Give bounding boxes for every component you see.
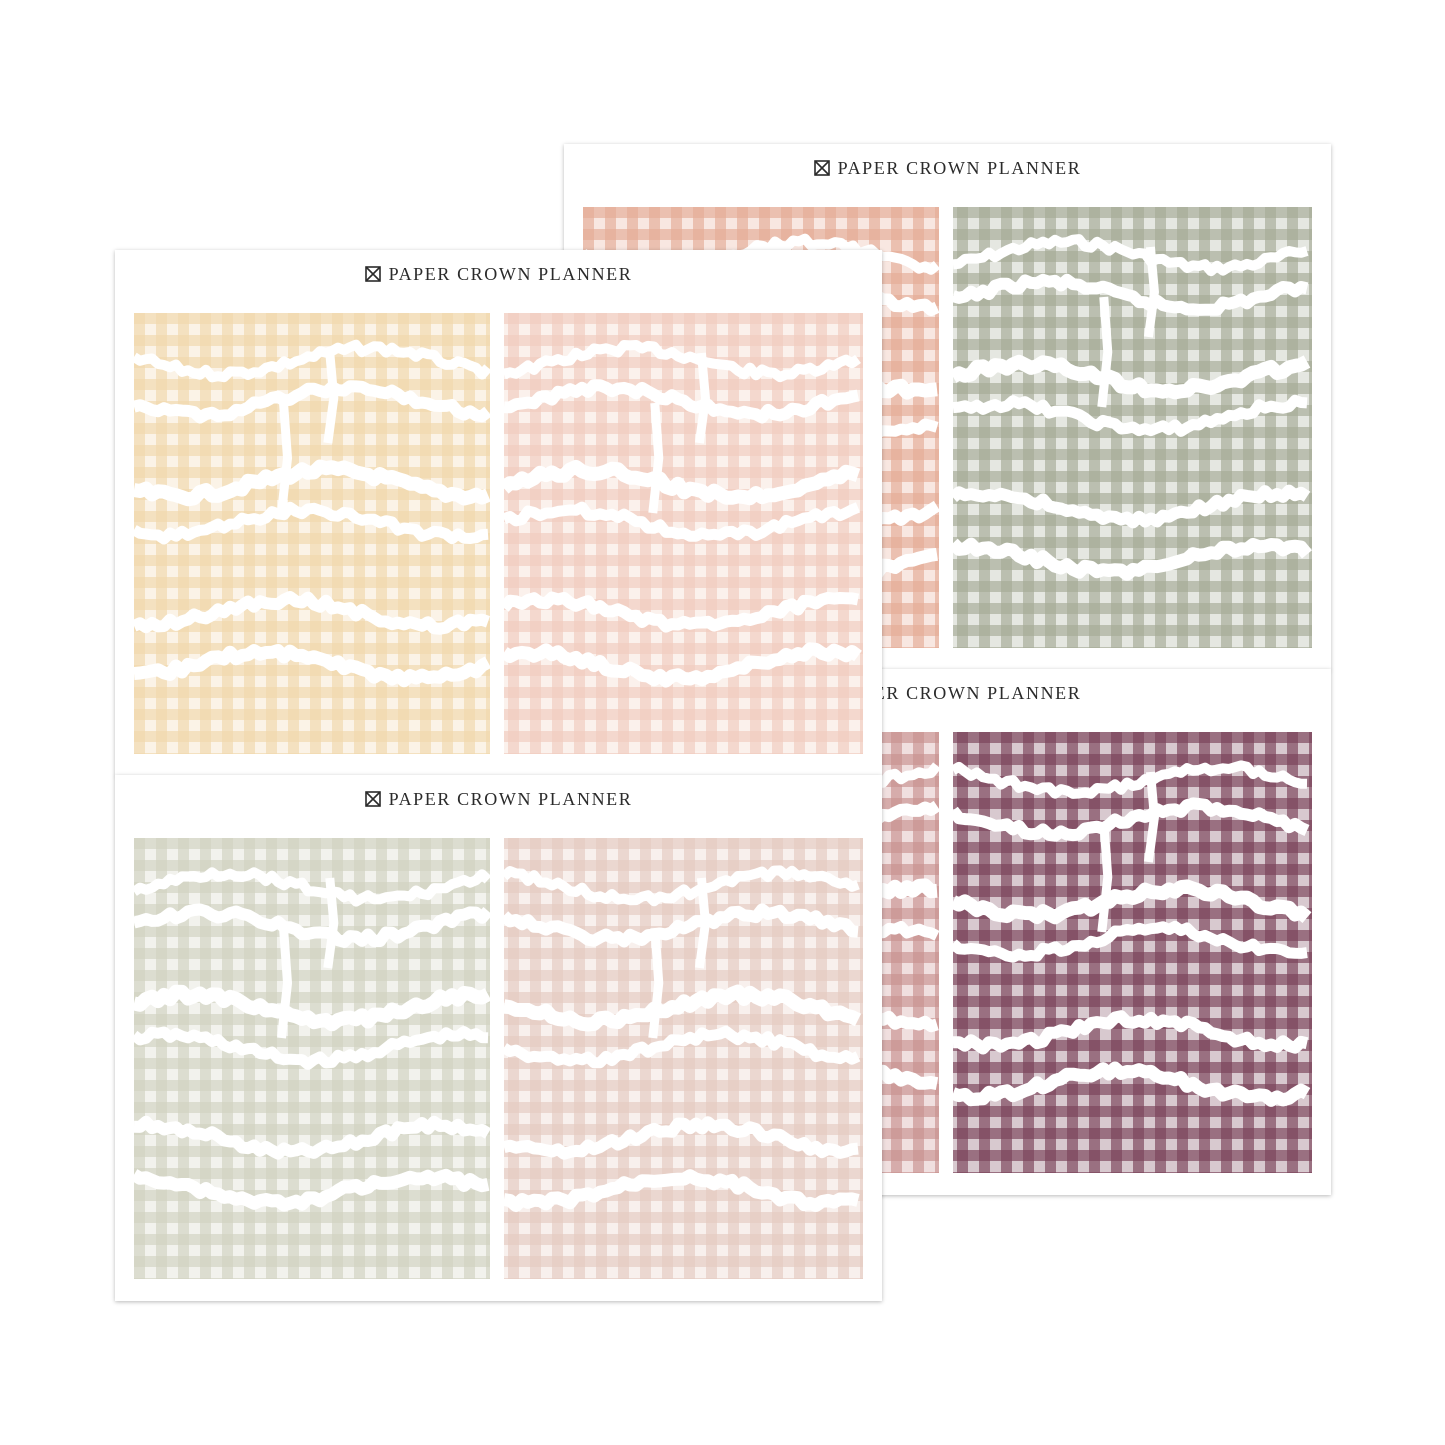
torn-paper-edge — [948, 537, 1312, 581]
center-gutter — [939, 207, 953, 648]
sticker-artwork — [134, 838, 863, 1279]
crossed-square-logo-icon — [813, 160, 830, 176]
brand-text: PAPER CROWN PLANNER — [837, 682, 1082, 703]
torn-paper-gap — [323, 877, 339, 969]
sheet-header: PAPER CROWN PLANNER — [115, 787, 882, 811]
sticker-area — [134, 313, 863, 754]
crossed-square-logo-icon — [364, 266, 381, 282]
torn-paper-edge — [134, 380, 492, 424]
torn-paper-edge — [502, 984, 862, 1032]
sticker-area — [134, 838, 863, 1279]
torn-paper-edge — [134, 984, 492, 1032]
torn-paper-edge — [503, 1169, 860, 1213]
center-gutter — [490, 313, 504, 754]
torn-paper-gap — [694, 877, 710, 969]
brand-text: PAPER CROWN PLANNER — [837, 157, 1082, 178]
torn-paper-edge — [134, 591, 490, 635]
torn-paper-edge — [134, 459, 491, 507]
torn-paper-edge — [499, 591, 860, 633]
torn-paper-edge — [500, 642, 862, 688]
torn-paper-gap — [277, 927, 293, 1039]
sticker-sheet: PAPER CROWN PLANNER — [115, 775, 882, 1301]
torn-paper-edge — [134, 903, 493, 948]
torn-paper-edge — [499, 459, 861, 506]
torn-paper-gap — [1097, 821, 1113, 933]
torn-paper-gap — [1143, 246, 1159, 338]
torn-paper-edge — [948, 797, 1310, 842]
center-gutter — [490, 838, 504, 1279]
sticker-sheet: PAPER CROWN PLANNER — [115, 250, 882, 776]
torn-paper-edge — [503, 379, 860, 424]
torn-paper-edge — [950, 879, 1312, 925]
torn-paper-gap — [648, 927, 664, 1039]
torn-paper-edge — [134, 1115, 492, 1160]
torn-paper-edge — [501, 501, 861, 542]
torn-paper-edge — [501, 1025, 861, 1069]
torn-paper-gap — [1143, 771, 1159, 863]
torn-paper-edge — [952, 234, 1309, 277]
torn-paper-edge — [134, 1168, 490, 1212]
brand-text: PAPER CROWN PLANNER — [388, 788, 633, 809]
torn-paper-gap — [694, 352, 710, 444]
torn-paper-edge — [134, 1026, 489, 1070]
torn-paper-edge — [951, 273, 1309, 316]
torn-paper-gap — [1097, 296, 1113, 408]
torn-paper-edge — [500, 865, 860, 907]
torn-paper-edge — [952, 1010, 1309, 1055]
torn-paper-gap — [277, 402, 293, 514]
torn-paper-edge — [134, 867, 492, 907]
sheet-header: PAPER CROWN PLANNER — [115, 262, 882, 286]
center-gutter — [939, 732, 953, 1173]
torn-paper-gap — [648, 402, 664, 514]
sticker-artwork — [134, 313, 863, 754]
torn-paper-edge — [134, 501, 489, 545]
brand-text: PAPER CROWN PLANNER — [388, 263, 633, 284]
torn-paper-edge — [134, 644, 492, 688]
torn-paper-edge — [950, 1061, 1311, 1107]
torn-paper-edge — [134, 339, 492, 383]
torn-paper-edge — [949, 354, 1311, 400]
torn-paper-edge — [950, 760, 1308, 799]
torn-paper-edge — [502, 1116, 859, 1160]
crossed-square-logo-icon — [364, 791, 381, 807]
torn-paper-edge — [502, 340, 861, 383]
torn-paper-gap — [323, 352, 339, 444]
torn-paper-edge — [949, 484, 1311, 529]
torn-paper-edge — [949, 920, 1308, 963]
torn-paper-edge — [952, 394, 1308, 437]
sheet-header: PAPER CROWN PLANNER — [564, 156, 1331, 180]
torn-paper-edge — [499, 903, 859, 948]
